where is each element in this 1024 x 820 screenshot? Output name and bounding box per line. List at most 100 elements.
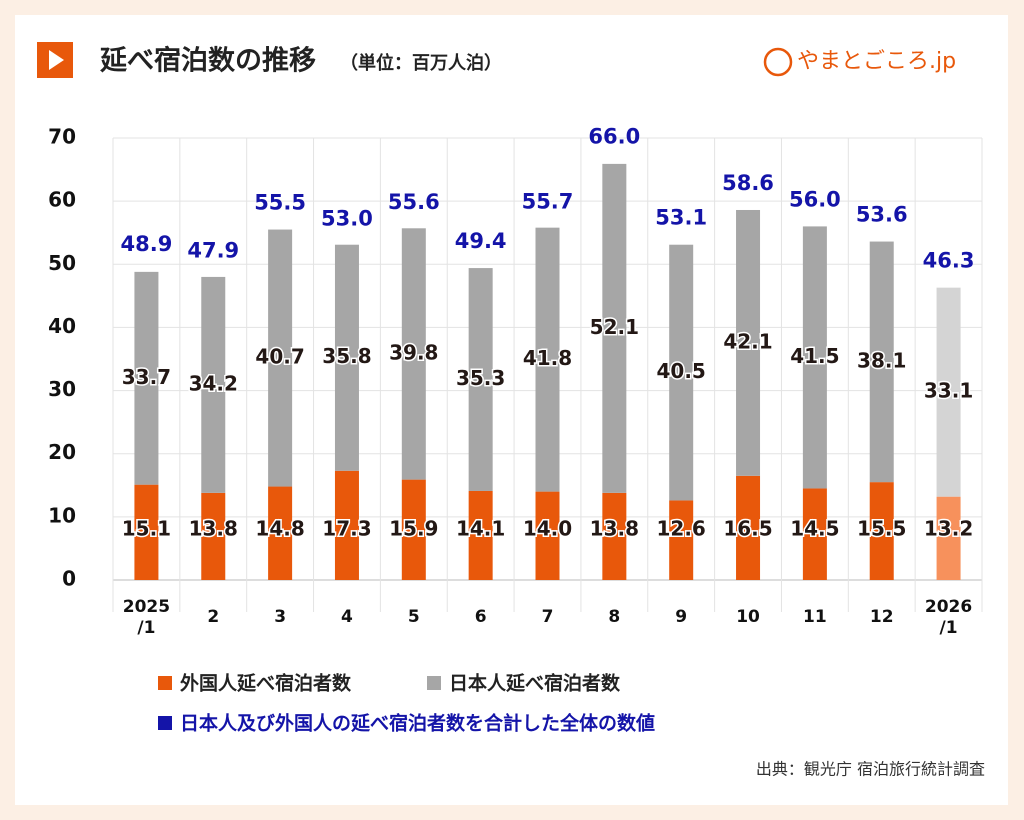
bar-segment bbox=[268, 229, 293, 487]
y-tick-label: 60 bbox=[48, 188, 76, 212]
data-label: 33.7 bbox=[122, 365, 171, 389]
data-label: 35.3 bbox=[456, 366, 505, 390]
x-tick-label: 8 bbox=[608, 607, 621, 627]
bar-segment bbox=[468, 268, 493, 491]
bar-segment bbox=[201, 492, 226, 580]
total-label: 53.6 bbox=[856, 203, 908, 227]
total-label: 48.9 bbox=[121, 232, 173, 256]
bar-segment bbox=[736, 209, 761, 476]
x-tick-label: 10 bbox=[736, 607, 760, 627]
data-label: 34.2 bbox=[189, 371, 238, 395]
y-tick-label: 70 bbox=[48, 125, 76, 149]
x-tick-label: 11 bbox=[803, 607, 827, 627]
x-tick-label: 3 bbox=[274, 607, 287, 627]
data-label: 33.1 bbox=[924, 379, 973, 403]
y-tick-label: 10 bbox=[48, 503, 76, 527]
bar-segment bbox=[669, 500, 694, 580]
bar-segment bbox=[201, 276, 226, 493]
bar-segment bbox=[802, 488, 827, 580]
data-label: 12.6 bbox=[657, 517, 706, 541]
data-label: 14.8 bbox=[255, 517, 304, 541]
bar-segment bbox=[401, 479, 426, 580]
data-label: 17.3 bbox=[322, 517, 371, 541]
bar-segment bbox=[535, 227, 560, 492]
legend-label: 外国人延べ宿泊者数 bbox=[180, 672, 352, 695]
source: 出典：観光庁 宿泊旅行統計調査 bbox=[756, 760, 985, 779]
total-label: 49.4 bbox=[455, 229, 507, 253]
bar-segment bbox=[869, 482, 894, 580]
bar-segment bbox=[936, 287, 961, 497]
total-label: 56.0 bbox=[789, 187, 841, 211]
x-tick-label: 2025 /1 bbox=[122, 597, 171, 638]
total-label: 58.6 bbox=[722, 171, 774, 195]
data-label: 39.8 bbox=[389, 340, 438, 364]
x-tick-label: 2 bbox=[207, 607, 220, 627]
chart-title: 延べ宿泊数の推移 bbox=[99, 45, 316, 77]
x-tick-label: 7 bbox=[541, 607, 554, 627]
data-label: 41.5 bbox=[790, 344, 839, 368]
bar-segment bbox=[334, 244, 359, 471]
y-tick-label: 0 bbox=[62, 567, 76, 591]
bar-segment bbox=[669, 244, 694, 501]
data-label: 13.8 bbox=[590, 517, 639, 541]
y-tick-label: 40 bbox=[48, 314, 76, 338]
data-label: 14.1 bbox=[456, 517, 505, 541]
total-label: 55.7 bbox=[522, 189, 574, 213]
bar-segment bbox=[736, 475, 761, 580]
data-label: 14.5 bbox=[790, 517, 839, 541]
legend-swatch bbox=[158, 676, 172, 690]
bar-segment bbox=[468, 490, 493, 580]
title-icon-arrow bbox=[49, 50, 64, 70]
y-tick-label: 20 bbox=[48, 440, 76, 464]
x-tick-label: 12 bbox=[869, 607, 894, 627]
bar-segment bbox=[134, 271, 159, 485]
data-label: 15.9 bbox=[389, 517, 438, 541]
data-label: 13.8 bbox=[189, 517, 238, 541]
total-label: 55.5 bbox=[254, 191, 306, 215]
bar-segment bbox=[802, 226, 827, 489]
bar-segment bbox=[869, 241, 894, 483]
data-label: 35.8 bbox=[322, 344, 371, 368]
total-label: 53.0 bbox=[321, 206, 373, 230]
data-label: 41.8 bbox=[523, 346, 572, 370]
data-label: 16.5 bbox=[723, 517, 772, 541]
total-label: 53.1 bbox=[655, 206, 707, 230]
chart-subtitle: （単位：百万人泊） bbox=[340, 52, 502, 74]
legend-label: 日本人延べ宿泊者数 bbox=[449, 672, 621, 695]
bar-segment bbox=[602, 163, 627, 493]
x-tick-label: 2026 /1 bbox=[924, 597, 973, 638]
x-tick-label: 6 bbox=[474, 607, 487, 627]
data-label: 14.0 bbox=[523, 517, 572, 541]
bar-segment bbox=[268, 486, 293, 580]
bar-segment bbox=[334, 470, 359, 580]
bar-segment bbox=[936, 496, 961, 580]
data-label: 42.1 bbox=[723, 329, 772, 353]
brand-logo bbox=[763, 47, 793, 77]
total-label: 55.6 bbox=[388, 190, 440, 214]
bar-segment bbox=[602, 492, 627, 580]
total-label: 66.0 bbox=[588, 124, 640, 148]
total-label: 47.9 bbox=[187, 239, 239, 263]
bar-segment bbox=[401, 228, 426, 480]
card bbox=[15, 15, 1008, 805]
y-tick-label: 30 bbox=[48, 377, 76, 401]
brand: やまとごころ.jp bbox=[797, 49, 956, 74]
data-label: 15.1 bbox=[122, 517, 171, 541]
total-label: 46.3 bbox=[923, 249, 975, 273]
data-label: 38.1 bbox=[857, 348, 906, 372]
data-label: 40.7 bbox=[255, 345, 304, 369]
data-label: 52.1 bbox=[590, 315, 639, 339]
x-tick-label: 5 bbox=[407, 607, 420, 627]
data-label: 40.5 bbox=[657, 359, 706, 383]
data-label: 15.5 bbox=[857, 517, 906, 541]
bar-segment bbox=[134, 484, 159, 580]
legend-swatch bbox=[158, 716, 172, 730]
x-tick-label: 9 bbox=[675, 607, 688, 627]
legend-swatch bbox=[427, 676, 441, 690]
x-tick-label: 4 bbox=[341, 607, 353, 627]
data-label: 13.2 bbox=[924, 517, 973, 541]
y-tick-label: 50 bbox=[48, 251, 76, 275]
legend-label: 日本人及び外国人の延べ宿泊者数を合計した全体の数値 bbox=[180, 712, 655, 735]
